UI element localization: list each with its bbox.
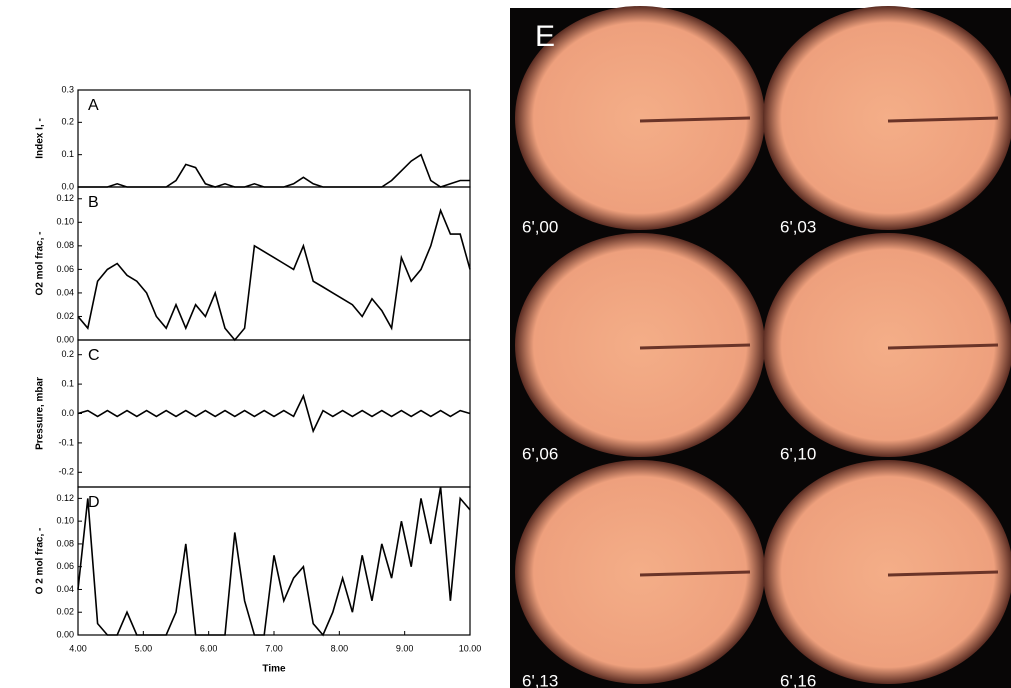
y-axis-label: Pressure, mbar [35, 377, 46, 450]
y-tick-label: 0.10 [56, 516, 74, 526]
panel-letter: B [88, 194, 99, 211]
video-frame [515, 233, 765, 457]
panel-letter: C [88, 347, 100, 364]
y-tick-label: 0.0 [61, 181, 74, 191]
y-tick-label: 0.06 [56, 264, 74, 274]
y-tick-label: 0.00 [56, 334, 74, 344]
y-tick-label: 0.00 [56, 629, 74, 639]
data-line [78, 153, 470, 188]
x-tick-label: 8.00 [331, 643, 349, 653]
y-tick-label: 0.1 [61, 149, 74, 159]
y-tick-label: 0.1 [61, 378, 74, 388]
y-tick-label: 0.12 [56, 493, 74, 503]
x-tick-label: 9.00 [396, 643, 414, 653]
video-frame [763, 460, 1011, 684]
data-line [77, 393, 471, 434]
probe [639, 570, 751, 577]
y-tick-label: 0.10 [56, 217, 74, 227]
probe [887, 343, 999, 350]
y-tick-label: 0.2 [61, 117, 74, 127]
panel-letter: A [88, 97, 99, 114]
panel-letter: D [88, 494, 100, 511]
y-tick-label: 0.02 [56, 607, 74, 617]
data-line [77, 208, 471, 342]
frame-time: 6',03 [780, 217, 816, 236]
y-tick-label: 0.3 [61, 84, 74, 94]
video-frame [515, 6, 765, 230]
probe [639, 343, 751, 350]
x-tick-label: 5.00 [135, 643, 153, 653]
x-tick-label: 7.00 [265, 643, 283, 653]
y-axis-label: Index I, - [35, 118, 46, 159]
y-tick-label: -0.2 [58, 467, 74, 477]
y-tick-label: 0.2 [61, 349, 74, 359]
video-frame [763, 6, 1011, 230]
y-tick-label: -0.1 [58, 437, 74, 447]
frame-time: 6',10 [780, 444, 816, 463]
plot-frame [77, 186, 471, 341]
x-tick-label: 6.00 [200, 643, 218, 653]
probe [639, 116, 751, 123]
y-tick-label: 0.08 [56, 240, 74, 250]
y-tick-label: 0.0 [61, 408, 74, 418]
frame-time: 6',13 [522, 671, 558, 688]
x-tick-label: 4.00 [69, 643, 87, 653]
y-tick-label: 0.04 [56, 584, 74, 594]
y-axis-label: O 2 mol frac, - [35, 528, 46, 595]
y-tick-label: 0.06 [56, 561, 74, 571]
y-tick-label: 0.02 [56, 311, 74, 321]
frame-time: 6',00 [522, 217, 558, 236]
frame-time: 6',06 [522, 444, 558, 463]
y-tick-label: 0.08 [56, 538, 74, 548]
data-line [77, 486, 471, 637]
frame-time: 6',16 [780, 671, 816, 688]
plot-frame [77, 89, 471, 188]
video-frame [763, 233, 1011, 457]
probe [887, 116, 999, 123]
probe [887, 570, 999, 577]
y-tick-label: 0.12 [56, 193, 74, 203]
x-axis-label: Time [262, 664, 286, 675]
y-axis-label: O2 mol frac, - [35, 232, 46, 296]
x-tick-label: 10.00 [459, 643, 482, 653]
video-frame [515, 460, 765, 684]
y-tick-label: 0.04 [56, 287, 74, 297]
plot-frame [77, 339, 471, 488]
panel-letter: E [535, 20, 555, 53]
